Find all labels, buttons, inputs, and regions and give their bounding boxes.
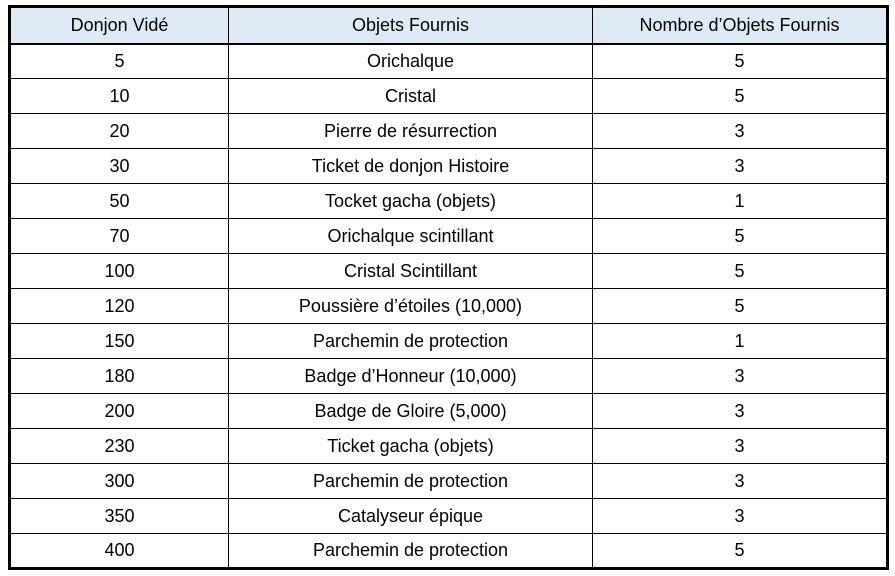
objet-cell: Badge de Gloire (5,000) — [228, 393, 593, 429]
table-row: 350 Catalyseur épique 3 — [9, 498, 888, 534]
header-donjon-vide: Donjon Vidé — [9, 6, 229, 45]
nombre-cell: 5 — [592, 218, 888, 254]
donjon-cell: 230 — [9, 428, 229, 464]
nombre-cell: 3 — [592, 463, 888, 499]
nombre-cell: 1 — [592, 323, 888, 359]
nombre-cell: 3 — [592, 498, 888, 534]
donjon-cell: 350 — [9, 498, 229, 534]
table-row: 200 Badge de Gloire (5,000) 3 — [9, 393, 888, 429]
objet-cell: Parchemin de protection — [228, 533, 593, 569]
objet-cell: Parchemin de protection — [228, 463, 593, 499]
table-row: 10 Cristal 5 — [9, 78, 888, 114]
header-nombre-objets-fournis: Nombre d’Objets Fournis — [592, 6, 888, 45]
nombre-cell: 3 — [592, 148, 888, 184]
objet-cell: Orichalque — [228, 43, 593, 79]
loot-table-container: Donjon Vidé Objets Fournis Nombre d’Obje… — [8, 5, 889, 570]
table-row: 300 Parchemin de protection 3 — [9, 463, 888, 499]
objet-cell: Pierre de résurrection — [228, 113, 593, 149]
objet-cell: Cristal — [228, 78, 593, 114]
table-row: 20 Pierre de résurrection 3 — [9, 113, 888, 149]
nombre-cell: 3 — [592, 393, 888, 429]
table-row: 70 Orichalque scintillant 5 — [9, 218, 888, 254]
objet-cell: Orichalque scintillant — [228, 218, 593, 254]
objet-cell: Ticket gacha (objets) — [228, 428, 593, 464]
nombre-cell: 5 — [592, 533, 888, 569]
donjon-cell: 50 — [9, 183, 229, 219]
nombre-cell: 5 — [592, 43, 888, 79]
nombre-cell: 5 — [592, 78, 888, 114]
objet-cell: Tocket gacha (objets) — [228, 183, 593, 219]
donjon-cell: 100 — [9, 253, 229, 289]
table-row: 100 Cristal Scintillant 5 — [9, 253, 888, 289]
objet-cell: Catalyseur épique — [228, 498, 593, 534]
donjon-cell: 400 — [9, 533, 229, 569]
donjon-cell: 20 — [9, 113, 229, 149]
header-objets-fournis: Objets Fournis — [228, 6, 593, 45]
donjon-cell: 120 — [9, 288, 229, 324]
nombre-cell: 1 — [592, 183, 888, 219]
objet-cell: Badge d’Honneur (10,000) — [228, 358, 593, 394]
nombre-cell: 3 — [592, 428, 888, 464]
donjon-cell: 200 — [9, 393, 229, 429]
donjon-cell: 300 — [9, 463, 229, 499]
header-row: Donjon Vidé Objets Fournis Nombre d’Obje… — [9, 6, 888, 45]
loot-table: Donjon Vidé Objets Fournis Nombre d’Obje… — [8, 5, 889, 570]
table-row: 150 Parchemin de protection 1 — [9, 323, 888, 359]
objet-cell: Poussière d’étoiles (10,000) — [228, 288, 593, 324]
nombre-cell: 5 — [592, 253, 888, 289]
table-row: 120 Poussière d’étoiles (10,000) 5 — [9, 288, 888, 324]
objet-cell: Ticket de donjon Histoire — [228, 148, 593, 184]
table-body: 5 Orichalque 5 10 Cristal 5 20 Pierre de résurr… — [9, 43, 888, 569]
nombre-cell: 5 — [592, 288, 888, 324]
table-row: 50 Tocket gacha (objets) 1 — [9, 183, 888, 219]
table-header: Donjon Vidé Objets Fournis Nombre d’Obje… — [9, 6, 888, 45]
donjon-cell: 30 — [9, 148, 229, 184]
objet-cell: Parchemin de protection — [228, 323, 593, 359]
nombre-cell: 3 — [592, 113, 888, 149]
table-row: 400 Parchemin de protection 5 — [9, 533, 888, 569]
objet-cell: Cristal Scintillant — [228, 253, 593, 289]
nombre-cell: 3 — [592, 358, 888, 394]
table-row: 180 Badge d’Honneur (10,000) 3 — [9, 358, 888, 394]
table-row: 230 Ticket gacha (objets) 3 — [9, 428, 888, 464]
donjon-cell: 150 — [9, 323, 229, 359]
table-row: 30 Ticket de donjon Histoire 3 — [9, 148, 888, 184]
donjon-cell: 180 — [9, 358, 229, 394]
donjon-cell: 5 — [9, 43, 229, 79]
donjon-cell: 70 — [9, 218, 229, 254]
table-row: 5 Orichalque 5 — [9, 43, 888, 79]
donjon-cell: 10 — [9, 78, 229, 114]
